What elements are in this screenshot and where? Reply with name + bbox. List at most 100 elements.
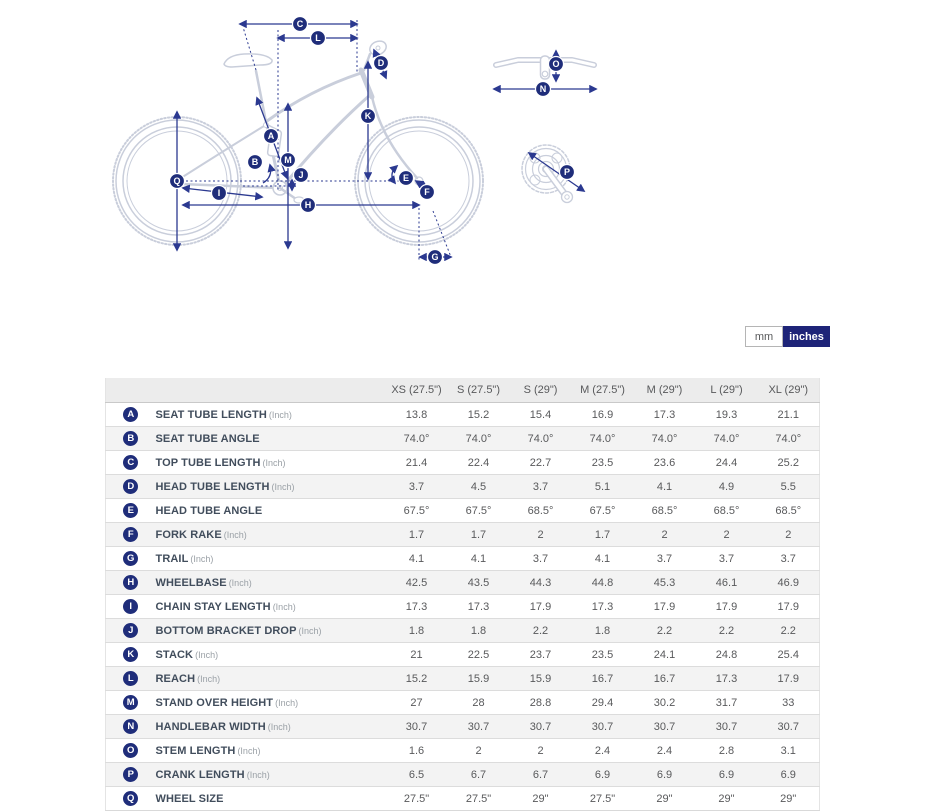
row-unit: (Inch) (195, 649, 219, 660)
geometry-value: 17.9 (757, 594, 820, 619)
geometry-value: 42.5 (385, 570, 448, 595)
reference-dotted-lines (177, 20, 452, 261)
geometry-value: 74.0° (695, 426, 758, 451)
svg-text:L: L (315, 33, 321, 43)
geometry-value: 6.7 (509, 762, 572, 787)
geometry-value: 2.2 (509, 618, 572, 643)
geometry-value: 29" (509, 786, 572, 811)
row-letter-badge: P (123, 767, 139, 782)
geometry-value: 23.6 (633, 450, 696, 475)
diagram-badge-c: C (291, 15, 309, 33)
geometry-value: 3.7 (633, 546, 696, 571)
row-unit: (Inch) (298, 625, 322, 636)
bike-geometry-diagram: C L D K A B M J E F Q I H G O N P (112, 15, 598, 266)
row-label: CHAIN STAY LENGTH (155, 600, 271, 613)
geometry-value: 15.4 (529, 408, 552, 421)
geometry-value: 2 (447, 738, 510, 763)
row-label: TRAIL (155, 552, 189, 565)
geometry-value: 74.0° (447, 426, 510, 451)
geometry-value: 68.5° (757, 498, 820, 523)
geometry-value: 13.8 (405, 408, 428, 421)
diagram-badge-p: P (558, 163, 576, 181)
row-letter-badge: F (123, 527, 139, 542)
geometry-value: 74.0° (633, 426, 696, 451)
geometry-value: 23.5 (571, 450, 634, 475)
geometry-value: 4.1 (385, 546, 448, 571)
geometry-value: 3.1 (757, 738, 820, 763)
geometry-value: 2 (757, 522, 820, 547)
row-unit: (Inch) (262, 457, 286, 468)
row-label: BOTTOM BRACKET DROP (155, 624, 297, 637)
row-letter-badge: I (123, 599, 139, 614)
geometry-row-m: M STAND OVER HEIGHT (Inch) 27 28 28.8 29.4 30… (105, 690, 820, 715)
row-label: CRANK LENGTH (155, 768, 245, 781)
row-unit: (Inch) (190, 553, 214, 564)
geometry-value: 25.4 (757, 642, 820, 667)
geometry-row-e: E HEAD TUBE ANGLE 67.5° 67.5° 68.5° 67.5° 68… (105, 498, 820, 523)
diagram-badge-q: Q (168, 172, 186, 190)
row-unit: (Inch) (272, 601, 296, 612)
row-letter-badge: H (123, 575, 139, 590)
row-label: HEAD TUBE LENGTH (155, 480, 270, 493)
geometry-row-o: O STEM LENGTH (Inch) 1.6 2 2 2.4 2.4 2.8 3.1 (105, 738, 820, 763)
geometry-value: 2.4 (633, 738, 696, 763)
geometry-value: 21.4 (385, 450, 448, 475)
diagram-badge-d: D (372, 54, 390, 72)
row-letter-badge: M (123, 695, 139, 710)
row-letter-badge: D (123, 479, 139, 494)
diagram-badge-n: N (534, 80, 552, 98)
geometry-value: 17.9 (509, 594, 572, 619)
geometry-value: 46.1 (695, 570, 758, 595)
geometry-value: 46.9 (757, 570, 820, 595)
svg-text:M: M (284, 155, 292, 165)
geometry-value: 74.0° (385, 426, 448, 451)
geometry-value: 31.7 (695, 690, 758, 715)
geometry-value: 29" (695, 786, 758, 811)
geometry-value: 29" (633, 786, 696, 811)
units-inches-button[interactable]: inches (783, 326, 830, 347)
row-unit: (Inch) (246, 769, 270, 780)
geometry-value: 30.7 (757, 714, 820, 739)
geometry-value: 17.9 (633, 594, 696, 619)
geometry-value: 17.9 (757, 666, 820, 691)
units-mm-button[interactable]: mm (745, 326, 783, 347)
geometry-value: 67.5° (447, 498, 510, 523)
geometry-value: 2 (695, 522, 758, 547)
row-label: HANDLEBAR WIDTH (155, 720, 266, 733)
geometry-value: 6.7 (447, 762, 510, 787)
svg-text:K: K (365, 111, 372, 121)
svg-text:Q: Q (173, 176, 180, 186)
geometry-value: 2 (509, 522, 572, 547)
geometry-row-d: D HEAD TUBE LENGTH (Inch) 3.7 4.5 3.7 5.1 4.1… (105, 474, 820, 499)
row-unit: (Inch) (228, 577, 252, 588)
geometry-row-q: Q WHEEL SIZE 27.5" 27.5" 29" 27.5" 29" 29" 29" (105, 786, 820, 811)
geometry-value: 30.7 (447, 714, 510, 739)
geometry-value: 1.7 (385, 522, 448, 547)
geometry-value: 21.1 (777, 408, 799, 421)
svg-text:N: N (540, 84, 547, 94)
geometry-value: 3.7 (385, 474, 448, 499)
row-unit: (Inch) (197, 673, 221, 684)
geometry-value: 6.9 (633, 762, 696, 787)
geometry-value: 30.7 (385, 714, 448, 739)
geometry-value: 6.9 (757, 762, 820, 787)
geometry-value: 29.4 (571, 690, 634, 715)
geometry-value: 3.7 (509, 546, 572, 571)
geometry-value: 15.2 (467, 408, 490, 421)
geometry-value: 30.7 (571, 714, 634, 739)
row-letter-badge: C (123, 455, 139, 470)
row-letter-badge: Q (123, 791, 139, 806)
svg-text:A: A (268, 131, 275, 141)
geometry-row-c: C TOP TUBE LENGTH (Inch) 21.4 22.4 22.7 23.5… (105, 450, 820, 475)
svg-text:F: F (424, 187, 430, 197)
diagram-badge-b: B (246, 153, 264, 171)
row-unit: (Inch) (271, 481, 295, 492)
geometry-value: 68.5° (695, 498, 758, 523)
row-label: STAND OVER HEIGHT (155, 696, 274, 709)
column-header: S (29") (509, 378, 572, 403)
front-wheel-drawing (354, 116, 484, 246)
row-unit: (Inch) (268, 409, 292, 420)
geometry-row-h: H WHEELBASE (Inch) 42.5 43.5 44.3 44.8 45.3 46… (105, 570, 820, 595)
row-letter-badge: J (123, 623, 139, 638)
geometry-value: 23.7 (509, 642, 572, 667)
